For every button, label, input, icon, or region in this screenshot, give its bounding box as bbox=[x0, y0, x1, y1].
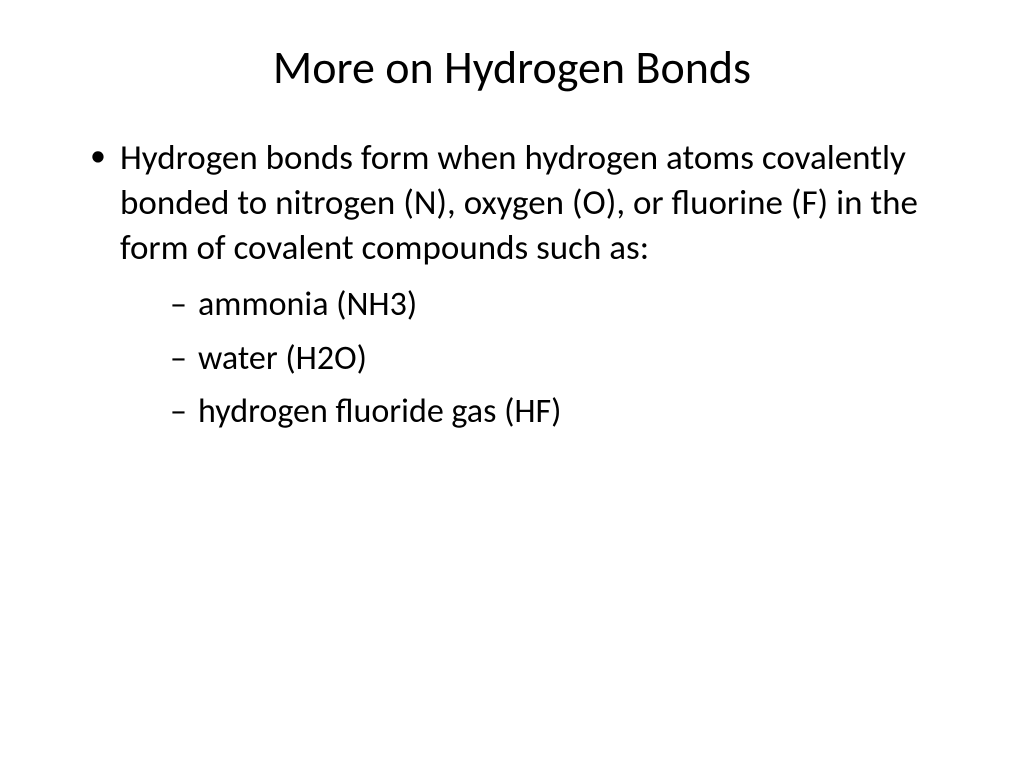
main-bullet-item: Hydrogen bonds form when hydrogen atoms … bbox=[90, 136, 974, 436]
slide-title: More on Hydrogen Bonds bbox=[50, 40, 974, 96]
main-bullet-text: Hydrogen bonds form when hydrogen atoms … bbox=[120, 137, 918, 269]
sub-bullet-item: water (H2O) bbox=[170, 334, 974, 383]
sub-bullet-item: hydrogen fluoride gas (HF) bbox=[170, 387, 974, 436]
sub-bullet-item: ammonia (NH3) bbox=[170, 280, 974, 329]
sub-bullet-list: ammonia (NH3) water (H2O) hydrogen fluor… bbox=[120, 280, 974, 436]
main-bullet-list: Hydrogen bonds form when hydrogen atoms … bbox=[50, 136, 974, 436]
